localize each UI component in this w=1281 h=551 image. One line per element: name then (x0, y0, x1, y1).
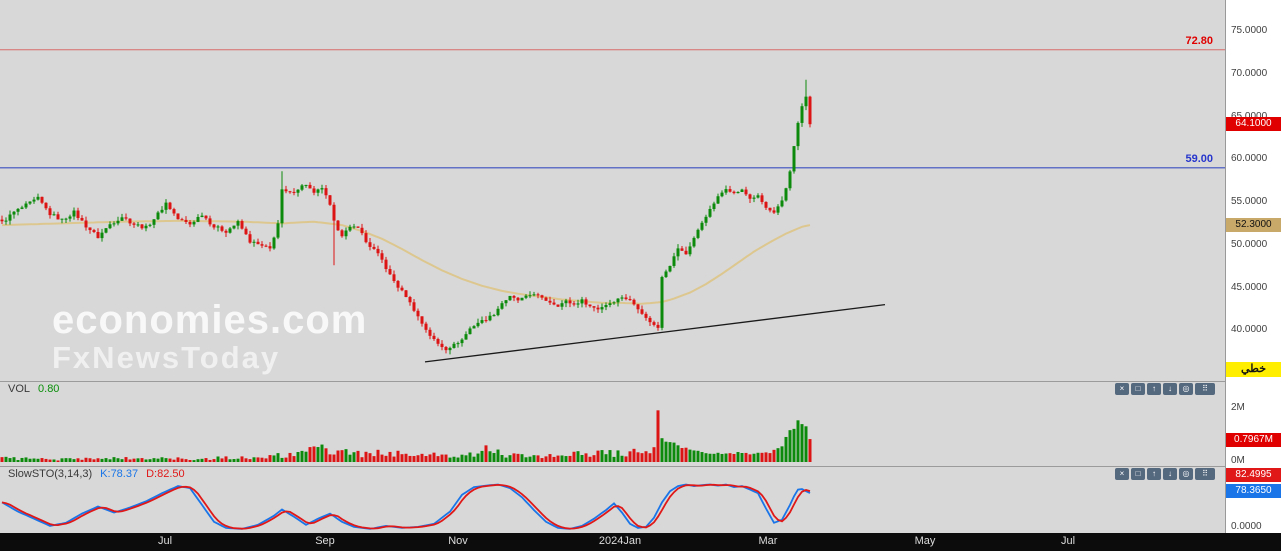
price-tick: 40.0000 (1231, 324, 1268, 336)
pane-button-maximize[interactable]: □ (1131, 468, 1145, 480)
pane-button-more[interactable]: ⠿ (1195, 468, 1215, 480)
volume-axis-tick: 0M (1231, 455, 1245, 466)
stochastic-axis-zero: 0.0000 (1231, 521, 1262, 532)
ma-value-badge: 52.3000 (1226, 218, 1281, 232)
price-tick: 75.0000 (1231, 25, 1268, 36)
stochastic-pane-header: SlowSTO(3,14,3) K:78.37 D:82.50 × □ ↑ ↓ ◎ ⠿ (0, 466, 1225, 480)
price-axis[interactable]: 75.0000 70.0000 65.0000 60.0000 55.0000 50.00… (1225, 0, 1281, 533)
pane-button-maximize[interactable]: □ (1131, 383, 1145, 395)
price-tick: 70.0000 (1231, 67, 1268, 79)
volume-value-badge: 0.7967M (1226, 433, 1281, 447)
time-axis-label: Sep (315, 535, 335, 547)
pane-button-move-down[interactable]: ↓ (1163, 383, 1177, 395)
time-axis[interactable]: Jul Sep Nov 2024Jan Mar May Jul (0, 533, 1281, 551)
support-level-label: 59.00 (1185, 153, 1213, 165)
stochastic-pane-title: SlowSTO(3,14,3) (8, 467, 93, 480)
price-tick: 50.0000 (1231, 238, 1268, 250)
stochastic-d-badge: 82.4995 (1226, 468, 1281, 482)
pane-button-close[interactable]: × (1115, 468, 1129, 480)
pane-button-settings[interactable]: ◎ (1179, 383, 1193, 395)
price-tick: 45.0000 (1231, 281, 1268, 293)
pane-button-move-up[interactable]: ↑ (1147, 468, 1161, 480)
time-axis-label: May (914, 535, 936, 547)
volume-pane-title: VOL (8, 383, 31, 395)
scale-type-button[interactable]: خطي (1226, 362, 1281, 377)
volume-axis-tick: 2M (1231, 402, 1245, 413)
pane-button-close[interactable]: × (1115, 383, 1129, 395)
price-tick: 55.0000 (1231, 196, 1268, 207)
volume-pane-header: VOL 0.80 × □ ↑ ↓ ◎ ⠿ (0, 381, 1225, 396)
time-axis-label: Mar (758, 535, 778, 547)
volume-pane-buttons: × □ ↑ ↓ ◎ ⠿ (1115, 383, 1215, 395)
resistance-level-label: 72.80 (1185, 35, 1213, 47)
volume-chart[interactable] (0, 396, 1225, 466)
pane-button-more[interactable]: ⠿ (1195, 383, 1215, 395)
time-axis-label: Jul (157, 535, 173, 547)
stochastic-pane-buttons: × □ ↑ ↓ ◎ ⠿ (1115, 468, 1215, 480)
price-tick: 60.0000 (1231, 153, 1268, 165)
stochastic-chart[interactable] (0, 480, 1225, 533)
stochastic-k-value: K:78.37 (100, 467, 139, 480)
volume-pane-value: 0.80 (38, 383, 60, 395)
time-axis-label: 2024Jan (598, 535, 642, 547)
time-axis-label: Nov (448, 535, 468, 547)
pane-button-move-down[interactable]: ↓ (1163, 468, 1177, 480)
last-price-badge: 64.1000 (1226, 117, 1281, 131)
pane-button-settings[interactable]: ◎ (1179, 468, 1193, 480)
time-axis-label: Jul (1060, 535, 1076, 547)
price-tick: 65.0000 (1231, 110, 1268, 122)
chart-area[interactable]: economies.com FxNewsToday 72.80 59.00 VO… (0, 0, 1225, 533)
stochastic-d-value: D:82.50 (146, 467, 185, 480)
main-price-chart[interactable] (0, 0, 1225, 381)
pane-button-move-up[interactable]: ↑ (1147, 383, 1161, 395)
stochastic-k-badge: 78.3650 (1226, 484, 1281, 498)
